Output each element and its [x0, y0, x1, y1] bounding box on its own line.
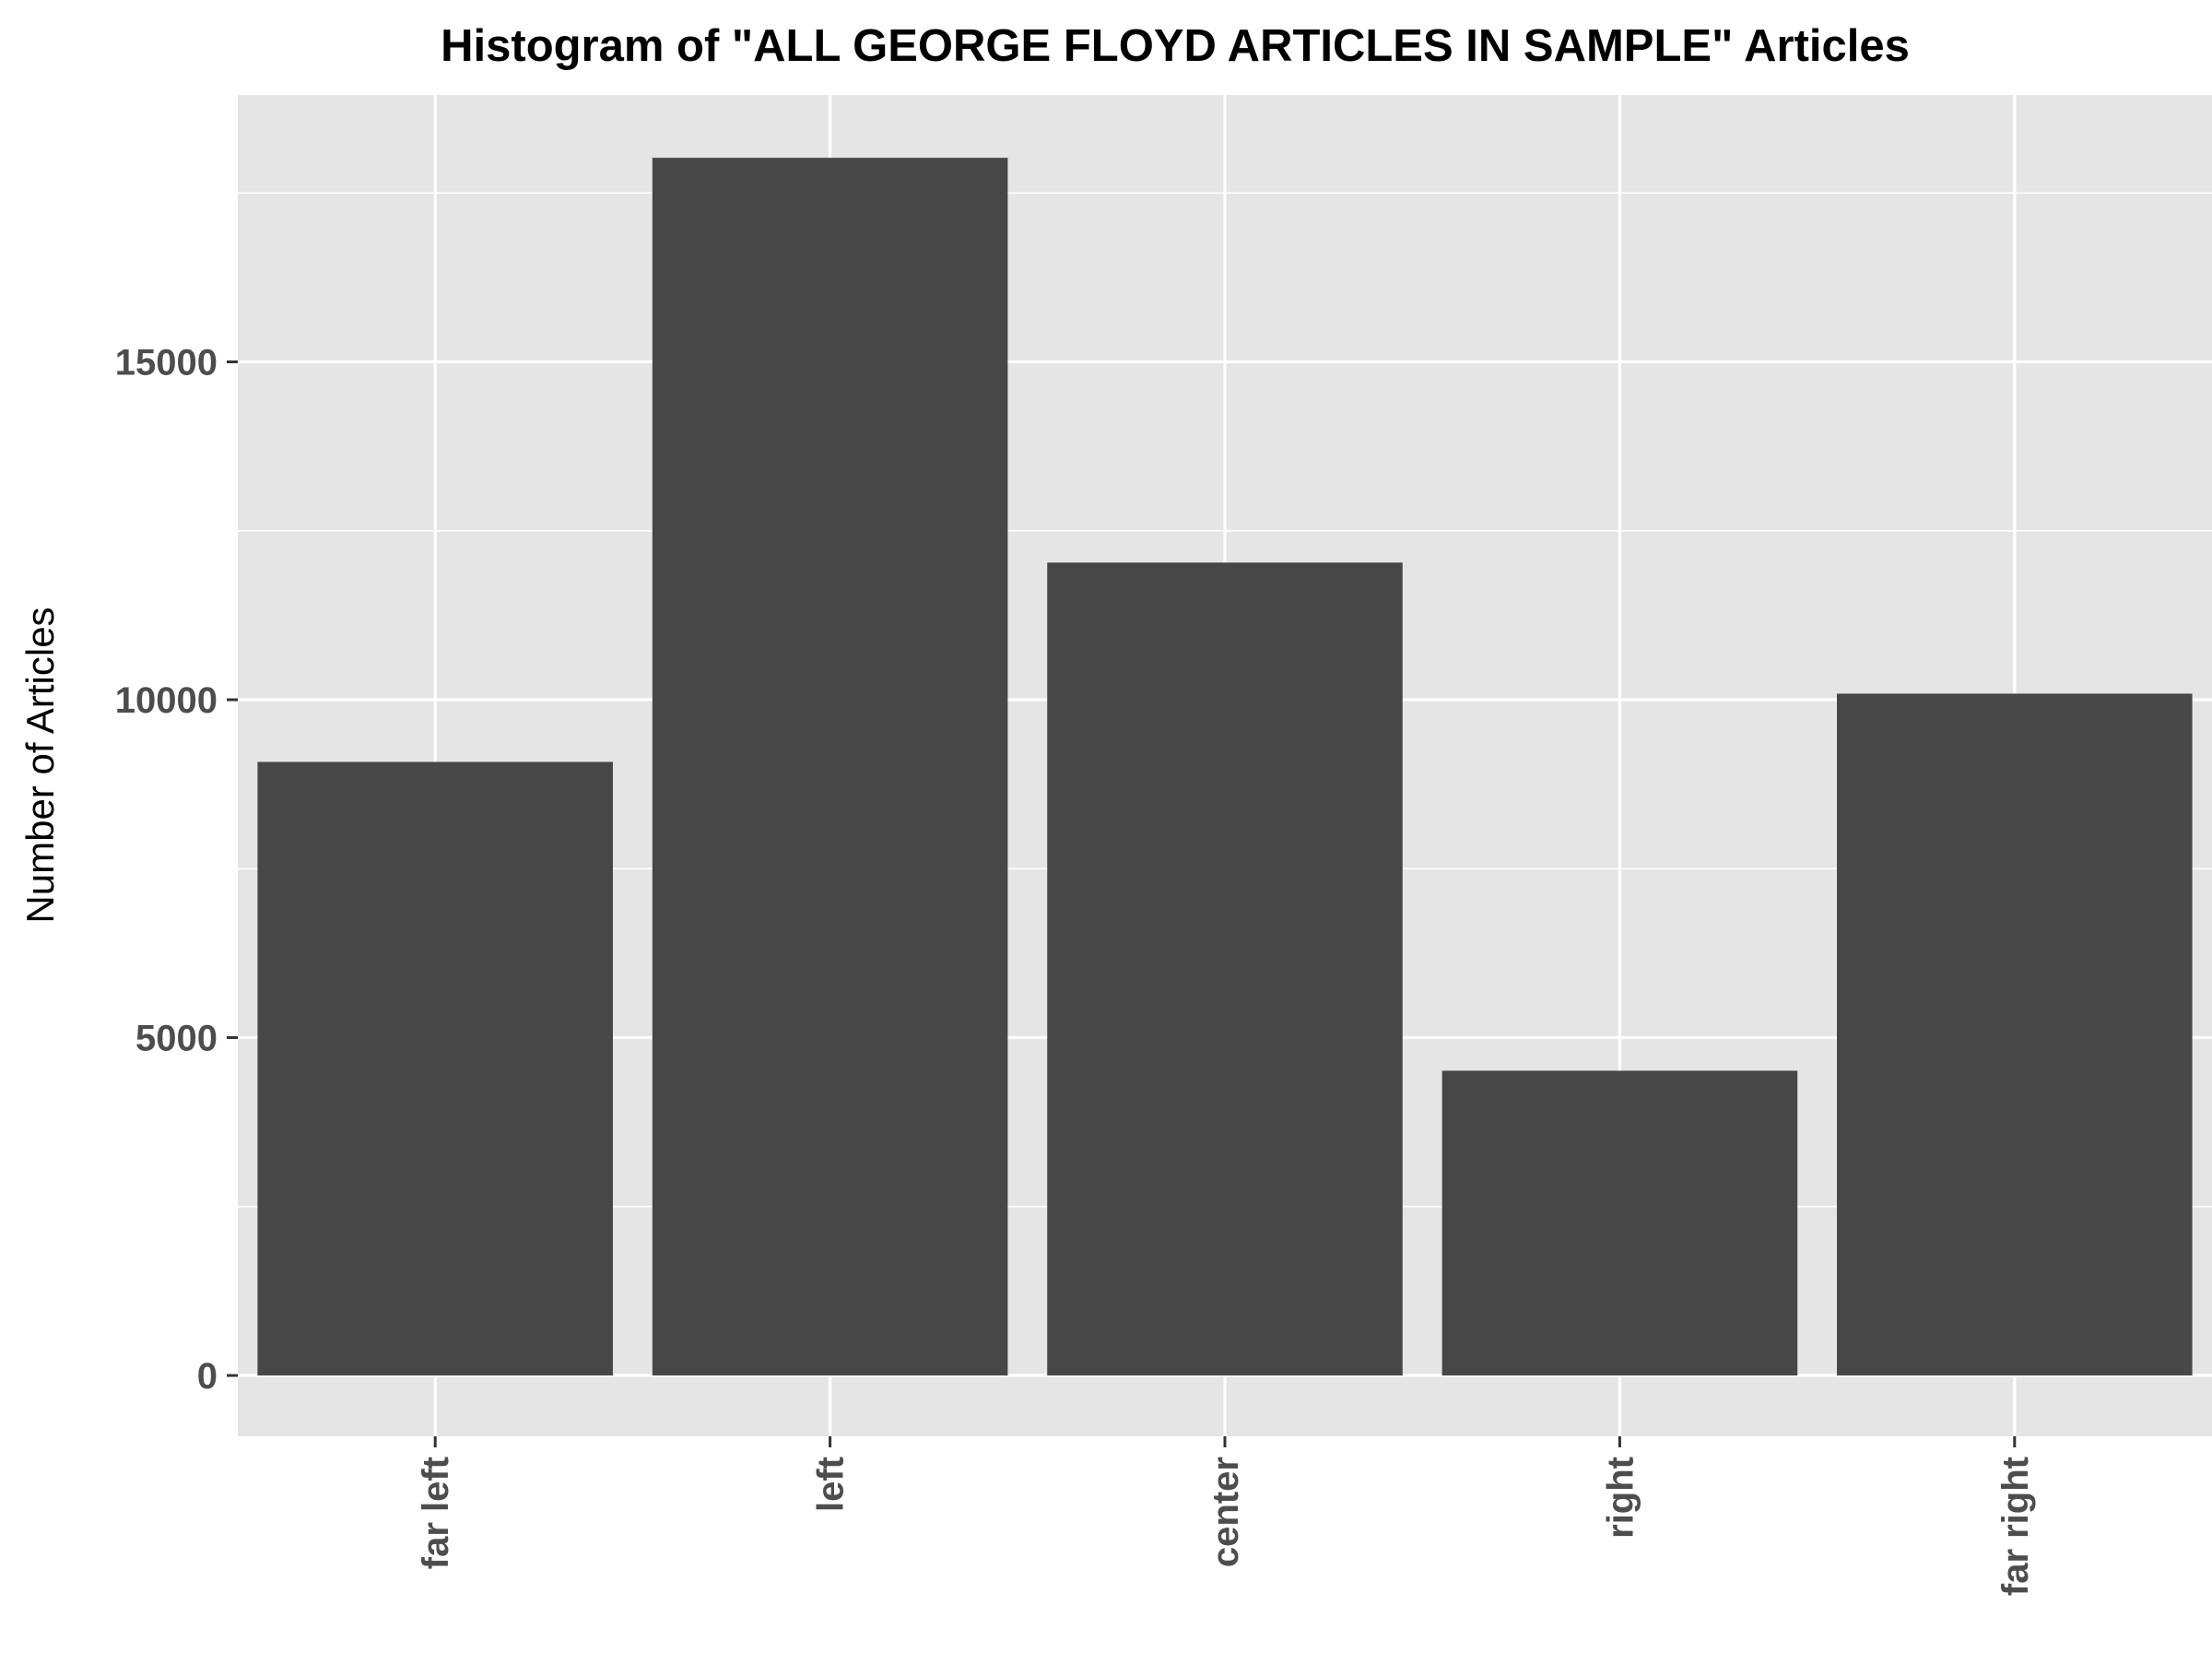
- x-tick-label: center: [1206, 1457, 1246, 1567]
- y-tick-label: 10000: [115, 680, 218, 721]
- y-tick-label: 0: [197, 1356, 218, 1397]
- bar-right: [1441, 1070, 1798, 1376]
- y-tick-label: 15000: [115, 343, 218, 384]
- x-tick-label: far right: [1995, 1457, 2036, 1596]
- y-tick-label: 5000: [135, 1019, 218, 1059]
- x-tick-label: right: [1600, 1457, 1641, 1539]
- bar-left: [652, 158, 1008, 1376]
- x-axis-ticks: far left left center right far right: [416, 1436, 2036, 1596]
- bars: [257, 158, 2193, 1376]
- bar-center: [1047, 562, 1403, 1376]
- bar-far-left: [257, 761, 613, 1376]
- y-axis-ticks: 0 5000 10000 15000: [115, 343, 238, 1397]
- bar-far-right: [1837, 693, 2193, 1376]
- y-axis-label: Number of Articles: [18, 607, 62, 923]
- x-tick-label: left: [811, 1457, 852, 1512]
- chart-title: Histogram of "ALL GEORGE FLOYD ARTICLES …: [441, 21, 1910, 71]
- x-tick-label: far left: [416, 1457, 456, 1569]
